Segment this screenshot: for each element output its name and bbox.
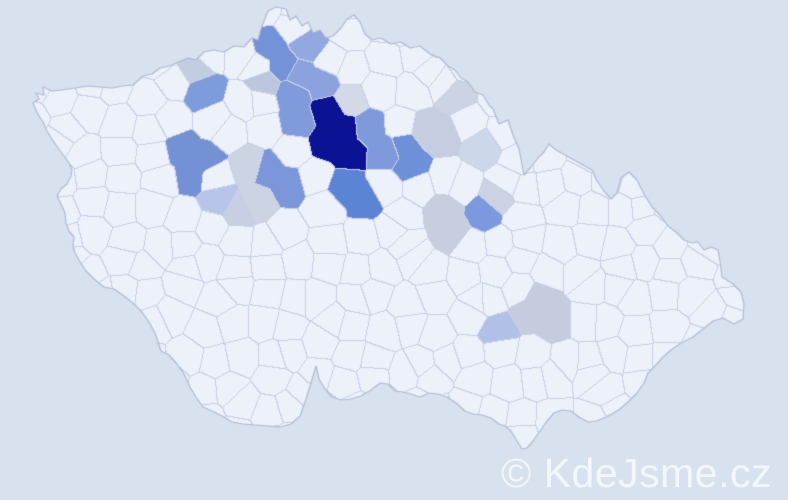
czech-republic-choropleth-map[interactable] (0, 0, 788, 500)
map-container: © KdeJsme.cz (0, 0, 788, 500)
